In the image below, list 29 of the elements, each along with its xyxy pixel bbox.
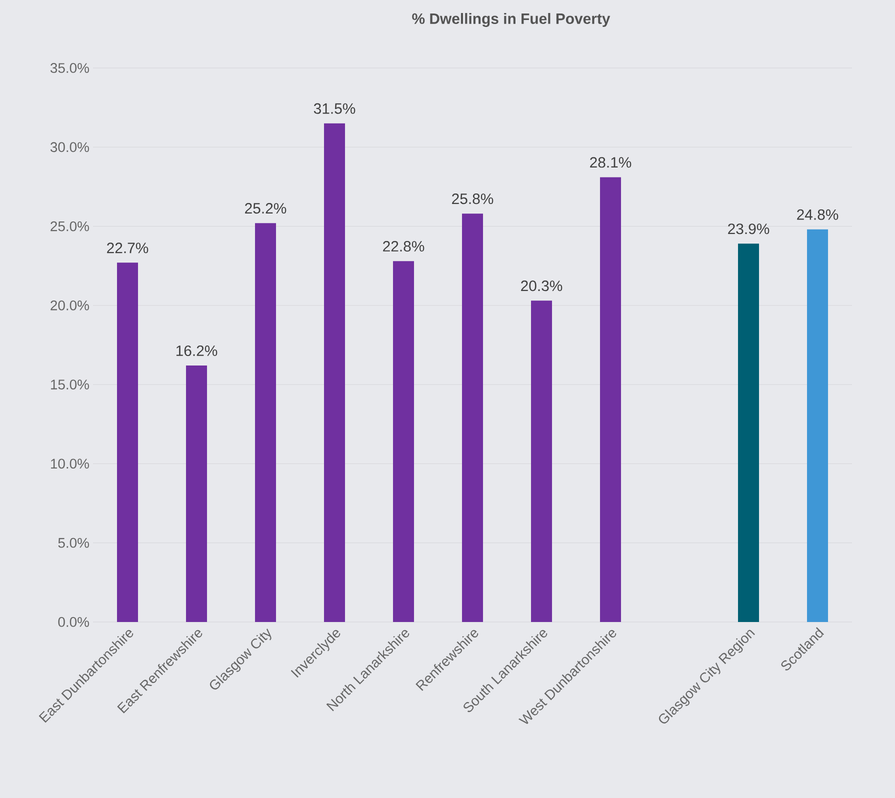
data-label: 23.9%: [728, 224, 770, 234]
data-label: 16.2%: [176, 345, 218, 356]
bar: [324, 123, 346, 622]
bar: [186, 366, 208, 622]
chart-title: % Dwellings in Fuel Poverty: [412, 12, 610, 27]
bar: [807, 229, 828, 622]
data-label: 25.8%: [452, 194, 494, 204]
data-label: 24.8%: [797, 209, 838, 220]
bar: [255, 223, 276, 622]
y-tick-label: 15.0%: [51, 380, 89, 390]
bar: [600, 177, 622, 622]
y-tick-label: 35.0%: [50, 63, 89, 73]
bar: [738, 244, 760, 622]
data-label: 31.5%: [314, 103, 356, 114]
data-label: 22.7%: [107, 242, 148, 254]
data-label: 25.2%: [245, 203, 286, 214]
y-tick-label: 30.0%: [50, 142, 89, 152]
data-label: 20.3%: [521, 280, 562, 292]
bar: [117, 262, 138, 622]
y-tick-label: 25.0%: [50, 221, 89, 232]
y-tick-label: 5.0%: [58, 538, 89, 548]
data-label: 28.1%: [590, 157, 632, 168]
bar: [462, 214, 484, 622]
y-tick-label: 20.0%: [50, 300, 89, 310]
bar: [393, 261, 414, 622]
y-tick-label: 0.0%: [58, 617, 89, 627]
bar: [531, 300, 552, 622]
data-label: 22.8%: [383, 240, 424, 252]
y-tick-label: 10.0%: [51, 458, 89, 469]
